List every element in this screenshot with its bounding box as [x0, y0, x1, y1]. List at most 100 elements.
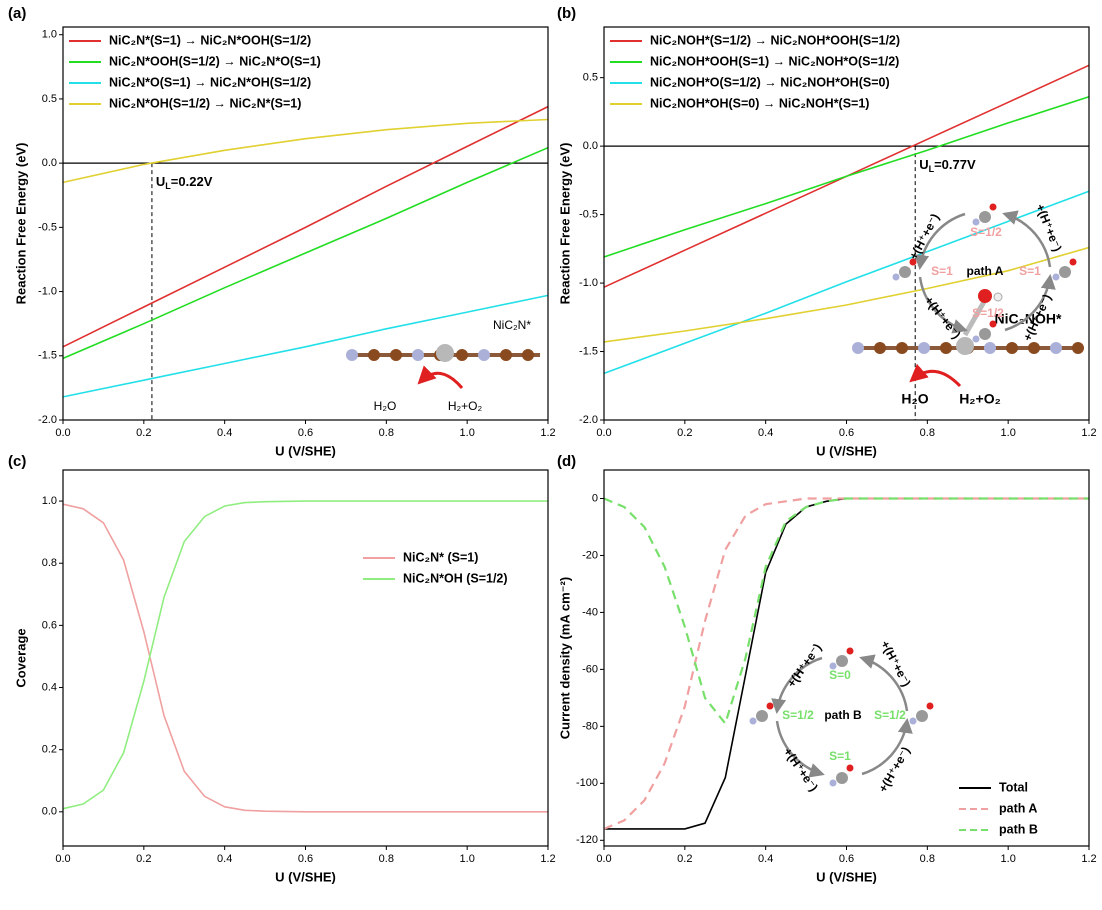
x-tick-label: 1.0	[460, 853, 475, 865]
y-tick-label: 0.0	[42, 806, 57, 818]
panel-label: (d)	[557, 453, 576, 470]
x-tick-label: 1.0	[1001, 853, 1016, 865]
x-tick-label: 0.0	[55, 427, 70, 439]
x-tick-label: 0.8	[920, 427, 935, 439]
cycle-label: S=1	[1019, 264, 1041, 278]
x-tick-label: 0.4	[758, 427, 773, 439]
y-tick-label: -0.5	[38, 221, 57, 233]
ul-label-part: L	[929, 165, 935, 175]
ul-label-part: =0.22V	[171, 175, 213, 190]
y-tick-label: 0.4	[42, 681, 57, 693]
legend-label: Total	[999, 780, 1028, 794]
ul-label-part: =0.77V	[934, 158, 976, 173]
x-tick-label: 0.8	[379, 853, 394, 865]
x-tick-label: 0.0	[596, 853, 611, 865]
y-tick-label: 0.0	[42, 157, 57, 169]
legend-label: NiC₂NOH*OH(S=0) → NiC₂NOH*(S=1)	[650, 96, 869, 110]
cycle-label: path B	[824, 708, 862, 722]
x-axis-title: U (V/SHE)	[275, 443, 336, 458]
y-tick-label: -40	[582, 606, 598, 618]
plot-frame	[62, 469, 549, 847]
series-line	[62, 294, 549, 398]
annotation: NiC₂N*	[493, 318, 531, 332]
x-tick-label: 1.2	[1081, 853, 1096, 865]
annotation: H₂O	[901, 391, 928, 407]
legend-label: NiC₂N*O(S=1) → NiC₂N*OH(S=1/2)	[109, 75, 311, 89]
x-tick-label: 0.4	[758, 853, 773, 865]
y-tick-label: -120	[576, 834, 598, 846]
panel-label: (a)	[8, 5, 26, 22]
cycle-label: S=0	[829, 668, 851, 682]
y-tick-label: -80	[582, 720, 598, 732]
legend-label: NiC₂N*OH (S=1/2)	[403, 571, 508, 585]
cycle-label: +(H⁺+e⁻)	[1033, 202, 1065, 254]
legend-label: path A	[999, 801, 1037, 815]
cycle-label: S=1	[829, 749, 851, 763]
y-tick-label: 0.2	[42, 744, 57, 756]
plot-frame	[62, 26, 549, 421]
x-tick-label: 0.6	[298, 427, 313, 439]
cycle-label: +(H⁺+e⁻)	[781, 745, 821, 794]
panel-label: (c)	[8, 453, 26, 470]
ul-label-part: U	[919, 158, 928, 173]
series-line	[62, 146, 549, 360]
x-tick-label: 1.2	[540, 853, 555, 865]
series-line	[62, 500, 548, 810]
y-tick-label: -100	[576, 777, 598, 789]
y-tick-label: 1.0	[42, 29, 57, 41]
y-tick-label: 0	[592, 492, 598, 504]
series-line	[603, 497, 1089, 830]
x-tick-label: 0.6	[839, 853, 854, 865]
cycle-label: S=1/2	[970, 225, 1002, 239]
plot-frame	[603, 469, 1090, 847]
ul-label: UL=0.22V	[156, 175, 213, 192]
y-tick-label: 0.5	[583, 72, 598, 84]
x-axis-title: U (V/SHE)	[275, 869, 336, 884]
x-tick-label: 0.2	[136, 853, 151, 865]
cycle-label: S=1	[931, 264, 953, 278]
y-axis-title: Current density (mA cm⁻²)	[557, 577, 572, 739]
x-tick-label: 0.2	[677, 853, 692, 865]
y-tick-label: -2.0	[579, 414, 598, 426]
x-axis-title: U (V/SHE)	[816, 869, 877, 884]
legend-label: NiC₂N* (S=1)	[403, 550, 478, 564]
y-tick-label: -1.5	[579, 345, 598, 357]
annotation: H₂+O₂	[959, 391, 1001, 407]
x-tick-label: 0.6	[839, 427, 854, 439]
y-tick-label: 0.0	[583, 140, 598, 152]
y-tick-label: -0.5	[579, 209, 598, 221]
cycle-label: +(H⁺+e⁻)	[922, 293, 964, 341]
y-tick-label: -60	[582, 663, 598, 675]
y-axis-title: Coverage	[13, 628, 28, 687]
x-tick-label: 0.8	[379, 427, 394, 439]
annotation: H₂O	[374, 399, 397, 413]
x-tick-label: 0.6	[298, 853, 313, 865]
series-line	[603, 497, 1089, 726]
y-tick-label: -2.0	[38, 414, 57, 426]
legend-label: path B	[999, 822, 1038, 836]
ul-label-part: L	[165, 182, 171, 192]
x-tick-label: 0.0	[596, 427, 611, 439]
ul-label: UL=0.77V	[919, 158, 976, 175]
x-tick-label: 0.4	[217, 853, 232, 865]
y-tick-label: 1.0	[42, 495, 57, 507]
x-axis-title: U (V/SHE)	[816, 443, 877, 458]
y-tick-label: -20	[582, 549, 598, 561]
series-line	[603, 246, 1090, 343]
ul-label-part: U	[156, 175, 165, 190]
legend-label: NiC₂NOH*O(S=1/2) → NiC₂NOH*OH(S=0)	[650, 75, 890, 89]
legend-label: NiC₂N*(S=1) → NiC₂N*OOH(S=1/2)	[109, 33, 311, 47]
x-tick-label: 1.2	[540, 427, 555, 439]
series-line	[603, 96, 1090, 258]
y-axis-title: Reaction Free Energy (eV)	[557, 143, 572, 305]
y-tick-label: 0.5	[42, 93, 57, 105]
series-line	[62, 503, 548, 813]
y-tick-label: -1.0	[38, 285, 57, 297]
legend-label: NiC₂N*OH(S=1/2) → NiC₂N*(S=1)	[109, 96, 301, 110]
legend-label: NiC₂NOH*OOH(S=1) → NiC₂NOH*O(S=1/2)	[650, 54, 899, 68]
cycle-label: S=1/2	[972, 306, 1004, 320]
y-tick-label: -1.5	[38, 350, 57, 362]
x-tick-label: 0.2	[677, 427, 692, 439]
panel-label: (b)	[557, 5, 576, 22]
